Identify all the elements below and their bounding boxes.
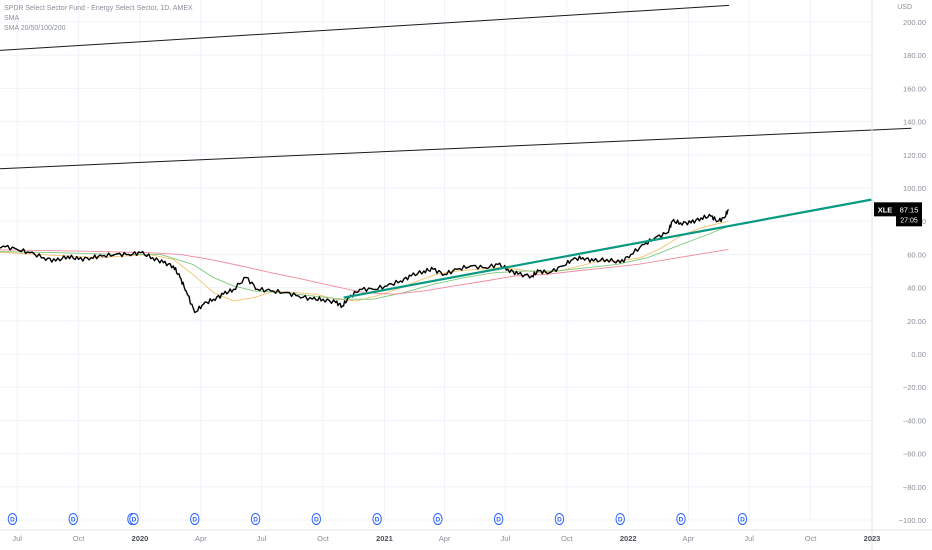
dividend-marker-label: D — [740, 517, 745, 524]
y-tick-label: 40.00 — [907, 284, 926, 293]
dividend-marker[interactable]: D — [737, 513, 748, 525]
dividend-marker-circle[interactable] — [676, 513, 686, 525]
y-tick-label: 20.00 — [907, 317, 926, 326]
dividend-marker[interactable]: D — [190, 513, 200, 525]
x-tick-label: 2023 — [864, 534, 881, 543]
dividend-marker-label: D — [314, 517, 319, 524]
dividend-marker[interactable]: D — [493, 513, 504, 525]
sma-200-line — [0, 248, 729, 295]
sma-multi-indicator-label[interactable]: SMA 20/50/100/200 — [4, 25, 66, 32]
bar-countdown-label: 27:05 — [900, 217, 918, 224]
dividend-marker[interactable]: D — [676, 513, 686, 525]
x-tick-label: Apr — [682, 534, 694, 543]
x-tick-label: Apr — [439, 534, 451, 543]
dividend-marker-label: D — [71, 517, 76, 524]
y-tick-label: 200.00 — [903, 18, 926, 27]
x-tick-label: Jul — [257, 534, 267, 543]
symbol-badge-bg — [874, 202, 896, 217]
dividend-marker-label: D — [436, 517, 441, 524]
x-tick-label: Oct — [805, 534, 818, 543]
x-tick-label: Jul — [744, 534, 754, 543]
dividend-marker-circle[interactable] — [7, 513, 18, 525]
y-tick-label: −80.00 — [903, 483, 926, 492]
dividend-marker[interactable]: D — [372, 513, 382, 525]
dividend-marker-circle[interactable] — [615, 513, 625, 525]
price-badge-bg — [896, 202, 922, 227]
dividend-marker-circle[interactable] — [250, 513, 261, 525]
dividend-marker-circle[interactable] — [737, 513, 748, 525]
symbol-title[interactable]: SPDR Select Sector Fund - Energy Select … — [4, 5, 193, 12]
y-tick-label: 100.00 — [903, 184, 926, 193]
x-tick-label: 2021 — [376, 534, 393, 543]
dividend-marker-circle[interactable] — [129, 513, 139, 525]
y-tick-label: 180.00 — [903, 51, 926, 60]
dividend-marker[interactable]: D — [7, 513, 18, 525]
dividend-marker-circle[interactable] — [554, 513, 565, 525]
time-axis[interactable]: Jul Oct 2020 Apr Jul Oct 2021 Apr Jul Oct 2022 Apr J… — [0, 529, 932, 543]
x-tick-label: Oct — [561, 534, 574, 543]
x-tick-label: 2020 — [132, 534, 149, 543]
grid-lines — [0, 0, 873, 522]
y-tick-label: −20.00 — [903, 383, 926, 392]
dividend-marker[interactable]: D — [433, 513, 443, 525]
dividend-marker-circle[interactable] — [433, 513, 443, 525]
y-tick-label: −40.00 — [903, 416, 926, 425]
dividend-marker-label: D — [496, 517, 501, 524]
dividend-marker-label: D — [192, 517, 197, 524]
dividend-marker-label: D — [253, 517, 258, 524]
symbol-badge-label: XLE — [878, 205, 893, 214]
dividend-marker[interactable]: D — [615, 513, 625, 525]
sma-indicator-label[interactable]: SMA — [4, 15, 20, 22]
y-tick-label: −100.00 — [899, 516, 926, 525]
dividend-marker[interactable]: D — [554, 513, 565, 525]
dividend-marker-circle[interactable] — [190, 513, 200, 525]
x-tick-label: Jul — [501, 534, 511, 543]
x-tick-label: Jul — [12, 534, 22, 543]
sma-100-line — [0, 225, 729, 300]
channel-upper-line[interactable] — [0, 4, 730, 51]
last-price-label: 87.15 — [900, 205, 919, 214]
trendline-line[interactable] — [343, 198, 872, 299]
price-line — [0, 208, 730, 314]
channel-lower-line[interactable] — [0, 127, 912, 170]
dividend-marker[interactable]: D — [129, 513, 139, 525]
dividend-marker-circle[interactable] — [68, 513, 78, 525]
dividend-marker[interactable]: D — [250, 513, 261, 525]
dividend-marker[interactable]: D — [311, 513, 322, 525]
dividend-marker-label: D — [132, 517, 137, 524]
dividend-marker-circle[interactable] — [311, 513, 322, 525]
x-tick-label: Oct — [73, 534, 86, 543]
price-axis[interactable]: 200.00180.00160.00140.00120.00100.0080.0… — [871, 0, 926, 550]
dividend-marker-label: D — [679, 517, 684, 524]
dividend-marker[interactable]: D — [68, 513, 78, 525]
price-badge: XLE 87.15 27:05 — [874, 202, 922, 227]
price-series — [0, 208, 730, 314]
dividend-marker-label: D — [618, 517, 623, 524]
y-tick-label: 0.00 — [911, 350, 926, 359]
currency-label: USD — [897, 4, 912, 11]
y-tick-label: 160.00 — [903, 84, 926, 93]
dividend-markers[interactable]: DDDDDDDDDDDDDD — [7, 513, 748, 525]
y-tick-label: 120.00 — [903, 151, 926, 160]
dividend-marker-label: D — [375, 517, 380, 524]
y-tick-label: 60.00 — [907, 250, 926, 259]
y-tick-label: −60.00 — [903, 450, 926, 459]
dividend-marker-circle[interactable] — [493, 513, 504, 525]
trendline-group[interactable] — [343, 198, 872, 299]
channel-lines[interactable] — [0, 4, 912, 170]
chart-legend: SPDR Select Sector Fund - Energy Select … — [4, 4, 193, 34]
x-tick-label: Oct — [317, 534, 330, 543]
dividend-marker-circle[interactable] — [372, 513, 382, 525]
dividend-marker-label: D — [10, 517, 15, 524]
x-tick-label: Apr — [195, 534, 207, 543]
dividend-marker-label: D — [557, 517, 562, 524]
x-tick-label: 2022 — [620, 534, 637, 543]
y-tick-label: 140.00 — [903, 118, 926, 127]
